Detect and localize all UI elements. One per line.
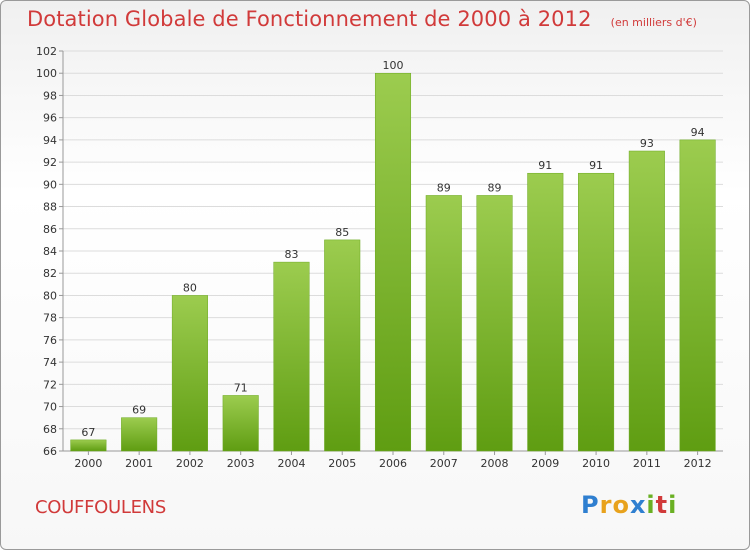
y-tick-label: 70 [43, 401, 57, 414]
y-tick-label: 90 [43, 178, 57, 191]
bar-value-label: 100 [383, 59, 404, 72]
bar [527, 172, 564, 452]
x-tick-label: 2005 [328, 457, 356, 470]
y-tick-label: 102 [36, 45, 57, 58]
y-tick-label: 72 [43, 378, 57, 391]
bar [374, 72, 412, 452]
x-tick-label: 2004 [277, 457, 305, 470]
bar [679, 139, 716, 452]
bar-value-label: 91 [538, 159, 552, 172]
y-tick-label: 98 [43, 89, 57, 102]
y-tick-label: 84 [43, 245, 57, 258]
x-tick-label: 2007 [430, 457, 458, 470]
proxiti-logo[interactable]: Proxiti [581, 491, 677, 519]
bar-value-label: 67 [81, 426, 95, 439]
x-tick-label: 2009 [531, 457, 559, 470]
x-tick-label: 2001 [125, 457, 153, 470]
y-tick-label: 86 [43, 223, 57, 236]
bar-value-label: 89 [437, 181, 451, 194]
y-tick-label: 88 [43, 201, 57, 214]
x-tick-label: 2012 [684, 457, 712, 470]
y-tick-label: 78 [43, 312, 57, 325]
logo-letter: x [629, 491, 647, 519]
x-tick-label: 2011 [633, 457, 661, 470]
logo-letter: t [655, 491, 669, 519]
bar [121, 417, 158, 452]
y-tick-label: 66 [43, 445, 57, 458]
bar-value-label: 69 [132, 404, 146, 417]
bar [222, 395, 259, 452]
logo-letter: i [668, 491, 678, 519]
bar [324, 239, 361, 452]
x-tick-label: 2006 [379, 457, 407, 470]
bar-value-label: 89 [488, 181, 502, 194]
bar-value-label: 93 [640, 137, 654, 150]
logo-letter: i [646, 491, 656, 519]
x-tick-label: 2008 [481, 457, 509, 470]
y-tick-label: 74 [43, 356, 57, 369]
bar-value-label: 83 [284, 248, 298, 261]
y-tick-label: 76 [43, 334, 57, 347]
bar [628, 150, 665, 452]
bar [171, 295, 208, 452]
bar-value-label: 71 [234, 381, 248, 394]
y-tick-label: 100 [36, 67, 57, 80]
y-tick-label: 94 [43, 134, 57, 147]
y-tick-label: 68 [43, 423, 57, 436]
logo-letter: r [599, 491, 613, 519]
bar [578, 172, 615, 452]
bar [70, 439, 107, 452]
chart-title: Dotation Globale de Fonctionnement de 20… [27, 7, 592, 31]
y-tick-label: 80 [43, 289, 57, 302]
bar-value-label: 91 [589, 159, 603, 172]
title-row: Dotation Globale de Fonctionnement de 20… [27, 7, 697, 31]
y-tick-label: 96 [43, 112, 57, 125]
y-tick-label: 92 [43, 156, 57, 169]
logo-letter: P [581, 491, 600, 519]
bar [476, 195, 513, 452]
x-tick-label: 2010 [582, 457, 610, 470]
x-tick-label: 2000 [74, 457, 102, 470]
bar [425, 195, 462, 452]
x-tick-label: 2003 [227, 457, 255, 470]
bar-value-label: 85 [335, 226, 349, 239]
bar-value-label: 94 [691, 126, 705, 139]
logo-letter: o [612, 491, 630, 519]
chart-subtitle: (en milliers d'€) [610, 16, 697, 29]
y-tick-label: 82 [43, 267, 57, 280]
commune-name: COUFFOULENS [35, 497, 166, 518]
bar-value-label: 80 [183, 281, 197, 294]
bar [273, 261, 310, 452]
x-tick-label: 2002 [176, 457, 204, 470]
